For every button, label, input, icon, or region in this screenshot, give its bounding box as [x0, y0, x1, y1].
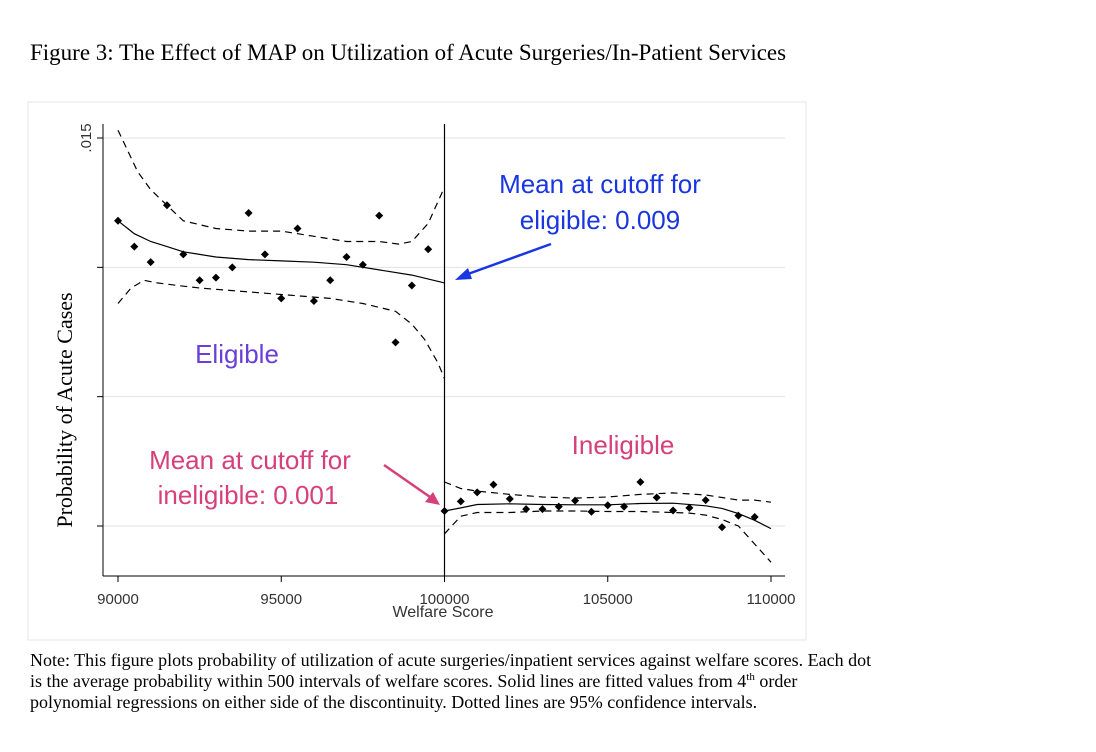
data-point: [652, 493, 661, 502]
x-axis-title: Welfare Score: [392, 604, 493, 621]
note-line-2-end: order: [754, 671, 798, 691]
fit-line-eligible: [117, 220, 445, 284]
data-point: [244, 209, 253, 218]
data-point: [750, 512, 759, 521]
data-point: [538, 505, 547, 514]
data-point: [391, 338, 400, 347]
note-line-1: Note: This figure plots probability of u…: [30, 650, 872, 670]
data-point: [195, 276, 204, 285]
annotation-mean-ineligible-line2: ineligible: 0.001: [158, 480, 339, 510]
series-layer: [114, 129, 772, 563]
note-line-2-text: is the average probability within 500 in…: [30, 671, 747, 691]
annotation-eligible-label: Eligible: [195, 339, 279, 369]
data-point: [685, 503, 694, 512]
data-point: [162, 201, 171, 210]
data-point: [424, 245, 433, 254]
data-point: [293, 224, 302, 233]
figure-note: Note: This figure plots probability of u…: [30, 650, 1080, 713]
arrow-ineligible-head: [425, 492, 440, 505]
figure-title: Figure 3: The Effect of MAP on Utilizati…: [30, 40, 787, 65]
ci-upper-eligible: [117, 129, 446, 245]
data-point: [211, 273, 220, 282]
data-point: [620, 502, 629, 511]
data-point: [277, 294, 286, 303]
x-tick-label: 110000: [747, 591, 796, 608]
x-tick-label: 95000: [260, 591, 302, 608]
data-point: [734, 511, 743, 520]
data-point: [358, 260, 367, 269]
data-point: [701, 496, 710, 505]
data-point: [326, 276, 335, 285]
arrow-eligible-head: [455, 268, 472, 280]
data-point: [309, 296, 318, 305]
data-point: [669, 506, 678, 515]
data-point: [571, 496, 580, 505]
annotation-ineligible-label: Ineligible: [572, 430, 675, 460]
data-point: [260, 250, 269, 259]
data-point: [587, 507, 596, 516]
x-tick-label: 100000: [419, 591, 469, 608]
data-point: [636, 478, 645, 487]
data-point: [522, 505, 531, 514]
data-point: [440, 506, 449, 515]
note-line-2: is the average probability within 500 in…: [30, 671, 1080, 692]
data-point: [489, 480, 498, 489]
y-axis-title: Probability of Acute Cases: [52, 292, 77, 527]
ci-upper-ineligible: [444, 481, 772, 503]
data-point: [603, 501, 612, 510]
note-line-3: polynomial regressions on either side of…: [30, 692, 758, 712]
annotation-mean-eligible-line2: eligible: 0.009: [520, 205, 680, 235]
axes: .015 90000 95000 100000 105000 110000: [78, 123, 795, 608]
y-tick-label: .015: [78, 123, 95, 152]
annotation-mean-ineligible-line1: Mean at cutoff for: [149, 445, 351, 475]
arrow-ineligible-shaft: [383, 463, 431, 499]
ci-lower-ineligible: [444, 510, 772, 563]
arrow-eligible-shaft: [467, 242, 552, 276]
plot-background: [27, 101, 807, 641]
data-point: [342, 252, 351, 261]
data-point: [718, 523, 727, 532]
x-tick-label: 90000: [97, 591, 139, 608]
data-point: [130, 242, 139, 251]
data-point: [179, 250, 188, 259]
data-point: [473, 488, 482, 497]
data-point: [554, 502, 563, 511]
annotation-mean-eligible-line1: Mean at cutoff for: [499, 169, 701, 199]
x-tick-label: 105000: [583, 591, 633, 608]
data-point: [228, 263, 237, 272]
data-point: [407, 281, 416, 290]
data-point: [375, 211, 384, 220]
data-point: [456, 497, 465, 506]
data-point: [146, 258, 155, 267]
axis-titles: Welfare Score Probability of Acute Cases: [52, 292, 494, 621]
data-point: [114, 216, 122, 225]
note-superscript: th: [746, 671, 755, 683]
annotations: Mean at cutoff for eligible: 0.009 Mean …: [149, 169, 701, 510]
data-point: [505, 494, 514, 503]
